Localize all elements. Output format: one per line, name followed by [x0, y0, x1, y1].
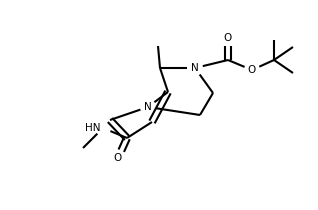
Text: N: N — [144, 102, 152, 112]
Text: O: O — [114, 153, 122, 163]
Text: HN: HN — [86, 123, 101, 133]
Text: O: O — [248, 65, 256, 75]
Text: N: N — [191, 63, 199, 73]
Text: O: O — [224, 33, 232, 43]
